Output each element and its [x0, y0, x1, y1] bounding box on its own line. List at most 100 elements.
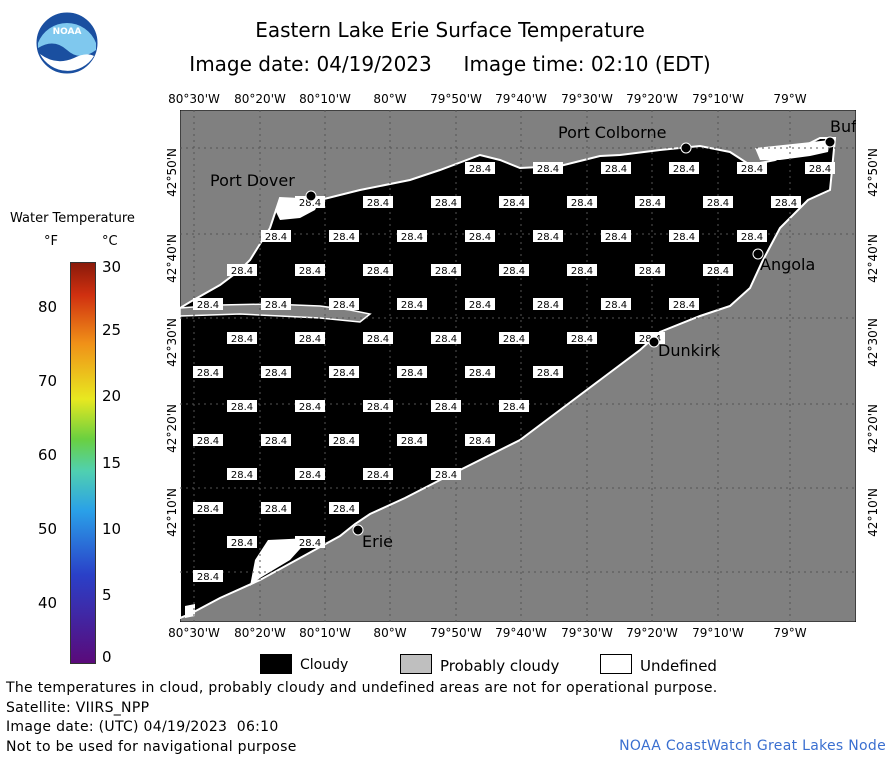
temperature-label: 28.4 — [639, 266, 661, 277]
colorbar-c-label: 30 — [102, 258, 122, 276]
temperature-label: 28.4 — [231, 538, 253, 549]
temperature-label-bg — [261, 230, 291, 242]
undefined-patch — [185, 604, 195, 618]
temperature-label-bg — [601, 162, 631, 174]
temperature-label: 28.4 — [265, 232, 287, 243]
temperature-label-bg — [363, 196, 393, 208]
temperature-label-bg — [533, 230, 563, 242]
temperature-label: 28.4 — [333, 436, 355, 447]
temperature-label-bg — [635, 264, 665, 276]
temperature-label-bg — [295, 332, 325, 344]
temperature-label-bg — [295, 400, 325, 412]
temperature-label: 28.4 — [367, 198, 389, 209]
temperature-label-bg — [771, 196, 801, 208]
temperature-label-bg — [227, 264, 257, 276]
lon-label-top: 79°30'W — [561, 92, 613, 106]
colorbar-f-label: 70 — [38, 372, 58, 390]
temperature-label-bg — [635, 196, 665, 208]
lon-label-top: 80°20'W — [234, 92, 286, 106]
lat-label-left: 42°50'N — [165, 148, 179, 197]
temperature-label-bg — [193, 570, 223, 582]
place-buf: Buf — [830, 117, 856, 136]
temperature-label: 28.4 — [707, 198, 729, 209]
graticule — [180, 110, 856, 622]
temperature-label: 28.4 — [435, 198, 457, 209]
temperature-label-bg — [397, 434, 427, 446]
noaa-logo: NOAA — [35, 11, 99, 75]
temperature-label-bg — [431, 196, 461, 208]
legend-undefined-swatch — [600, 654, 632, 674]
temperature-label-bg — [533, 298, 563, 310]
temperature-label-bg — [533, 162, 563, 174]
temperature-label-bg — [227, 332, 257, 344]
temperature-label-bg — [737, 230, 767, 242]
utc-date-text: Image date: (UTC) 04/19/2023 06:10 — [6, 719, 279, 735]
temperature-label-bg — [397, 230, 427, 242]
temperature-label-bg — [431, 400, 461, 412]
temperature-label-bg — [703, 196, 733, 208]
temperature-label-bg — [431, 468, 461, 480]
place-angola: Angola — [760, 255, 815, 274]
temperature-label: 28.4 — [435, 334, 457, 345]
temperature-label-bg — [261, 502, 291, 514]
temperature-label-bg — [601, 230, 631, 242]
temperature-label-bg — [193, 366, 223, 378]
lon-label-bottom: 79°20'W — [626, 626, 678, 640]
colorbar-title: Water Temperature — [10, 211, 135, 226]
temperature-label: 28.4 — [673, 164, 695, 175]
temperature-label: 28.4 — [367, 402, 389, 413]
port-colborne-marker — [680, 142, 692, 154]
temperature-label-bg — [329, 230, 359, 242]
legend-probably-cloudy-swatch — [400, 654, 432, 674]
temperature-label: 28.4 — [401, 300, 423, 311]
temperature-label: 28.4 — [707, 266, 729, 277]
temperature-label-bg — [499, 264, 529, 276]
colorbar-c-label: 25 — [102, 321, 122, 339]
temperature-label-bg — [227, 468, 257, 480]
temperature-label: 28.4 — [367, 334, 389, 345]
temperature-label-bg — [397, 298, 427, 310]
temperature-label-bg — [431, 332, 461, 344]
temperature-label-bg — [601, 298, 631, 310]
temperature-label-bg — [533, 366, 563, 378]
temperature-label: 28.4 — [265, 436, 287, 447]
temperature-label: 28.4 — [673, 300, 695, 311]
lon-label-top: 80°W — [373, 92, 407, 106]
temperature-label: 28.4 — [197, 436, 219, 447]
temperature-label-bg — [567, 264, 597, 276]
colorbar-f-label: 60 — [38, 446, 58, 464]
satellite-text: Satellite: VIIRS_NPP — [6, 700, 150, 716]
lon-label-bottom: 80°20'W — [234, 626, 286, 640]
temperature-label: 28.4 — [333, 300, 355, 311]
navigation-warning: Not to be used for navigational purpose — [6, 739, 297, 755]
temperature-label-bg — [499, 400, 529, 412]
temperature-label: 28.4 — [299, 470, 321, 481]
lon-label-top: 80°30'W — [168, 92, 220, 106]
temperature-label-bg — [261, 434, 291, 446]
temperature-label: 28.4 — [571, 266, 593, 277]
temperature-label: 28.4 — [435, 470, 457, 481]
temperature-label: 28.4 — [333, 368, 355, 379]
long-point-land — [180, 303, 372, 323]
temperature-label: 28.4 — [639, 198, 661, 209]
buf-marker — [824, 136, 836, 148]
erie-marker — [352, 524, 364, 536]
temperature-label-bg — [295, 468, 325, 480]
temperature-label: 28.4 — [503, 198, 525, 209]
temperature-label: 28.4 — [537, 232, 559, 243]
temperature-label-bg — [193, 434, 223, 446]
temperature-label: 28.4 — [299, 402, 321, 413]
legend-probably-cloudy-label: Probably cloudy — [440, 657, 560, 675]
temperature-label-bg — [329, 366, 359, 378]
temperature-label-bg — [295, 536, 325, 548]
temperature-label-bg — [669, 230, 699, 242]
temperature-label: 28.4 — [775, 198, 797, 209]
temperature-label-bg — [499, 332, 529, 344]
temperature-label: 28.4 — [231, 334, 253, 345]
temperature-label: 28.4 — [231, 470, 253, 481]
temperature-label: 28.4 — [197, 300, 219, 311]
temperature-label-bg — [363, 468, 393, 480]
colorbar-f-label: 80 — [38, 298, 58, 316]
temperature-label: 28.4 — [503, 334, 525, 345]
temperature-label: 28.4 — [299, 334, 321, 345]
